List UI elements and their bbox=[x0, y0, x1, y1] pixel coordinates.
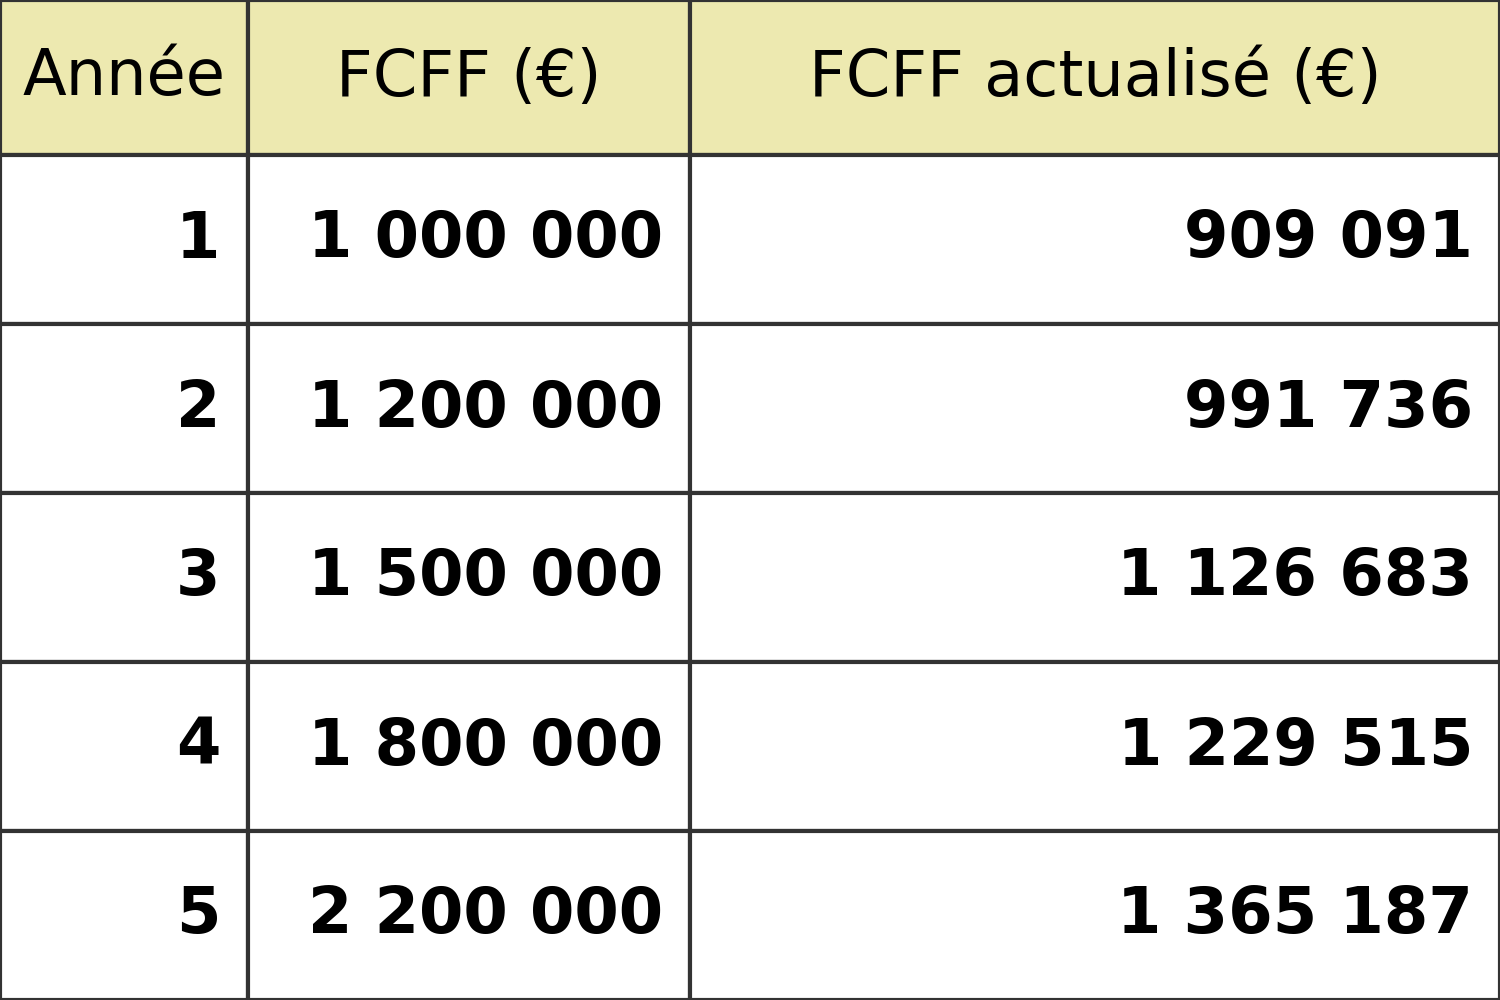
Bar bbox=[248, 493, 690, 662]
Bar bbox=[690, 493, 1500, 662]
Bar bbox=[0, 0, 248, 155]
Bar bbox=[248, 662, 690, 831]
Text: 1 500 000: 1 500 000 bbox=[308, 546, 663, 608]
Text: 1 200 000: 1 200 000 bbox=[308, 378, 663, 440]
Text: Année: Année bbox=[22, 46, 225, 108]
Bar bbox=[0, 155, 248, 324]
Text: 2 200 000: 2 200 000 bbox=[308, 884, 663, 946]
Text: 1 229 515: 1 229 515 bbox=[1118, 715, 1473, 778]
Bar bbox=[690, 0, 1500, 155]
Text: 1 800 000: 1 800 000 bbox=[308, 715, 663, 778]
Text: 1 126 683: 1 126 683 bbox=[1118, 546, 1473, 608]
Text: 2: 2 bbox=[176, 378, 220, 440]
Bar bbox=[0, 324, 248, 493]
Text: FCFF actualisé (€): FCFF actualisé (€) bbox=[808, 46, 1382, 108]
Bar bbox=[248, 831, 690, 1000]
Text: 4: 4 bbox=[176, 715, 220, 778]
Text: 1: 1 bbox=[176, 209, 220, 270]
Bar bbox=[690, 662, 1500, 831]
Bar bbox=[0, 662, 248, 831]
Text: 991 736: 991 736 bbox=[1184, 378, 1473, 440]
Bar bbox=[248, 324, 690, 493]
Text: 1 365 187: 1 365 187 bbox=[1118, 884, 1473, 946]
Text: 909 091: 909 091 bbox=[1184, 209, 1473, 270]
Text: 1 000 000: 1 000 000 bbox=[308, 209, 663, 270]
Text: 3: 3 bbox=[176, 546, 220, 608]
Bar bbox=[248, 155, 690, 324]
Bar bbox=[0, 493, 248, 662]
Bar bbox=[690, 831, 1500, 1000]
Bar bbox=[690, 155, 1500, 324]
Bar bbox=[0, 831, 248, 1000]
Text: FCFF (€): FCFF (€) bbox=[336, 46, 602, 108]
Bar bbox=[690, 324, 1500, 493]
Text: 5: 5 bbox=[176, 884, 220, 946]
Bar bbox=[248, 0, 690, 155]
